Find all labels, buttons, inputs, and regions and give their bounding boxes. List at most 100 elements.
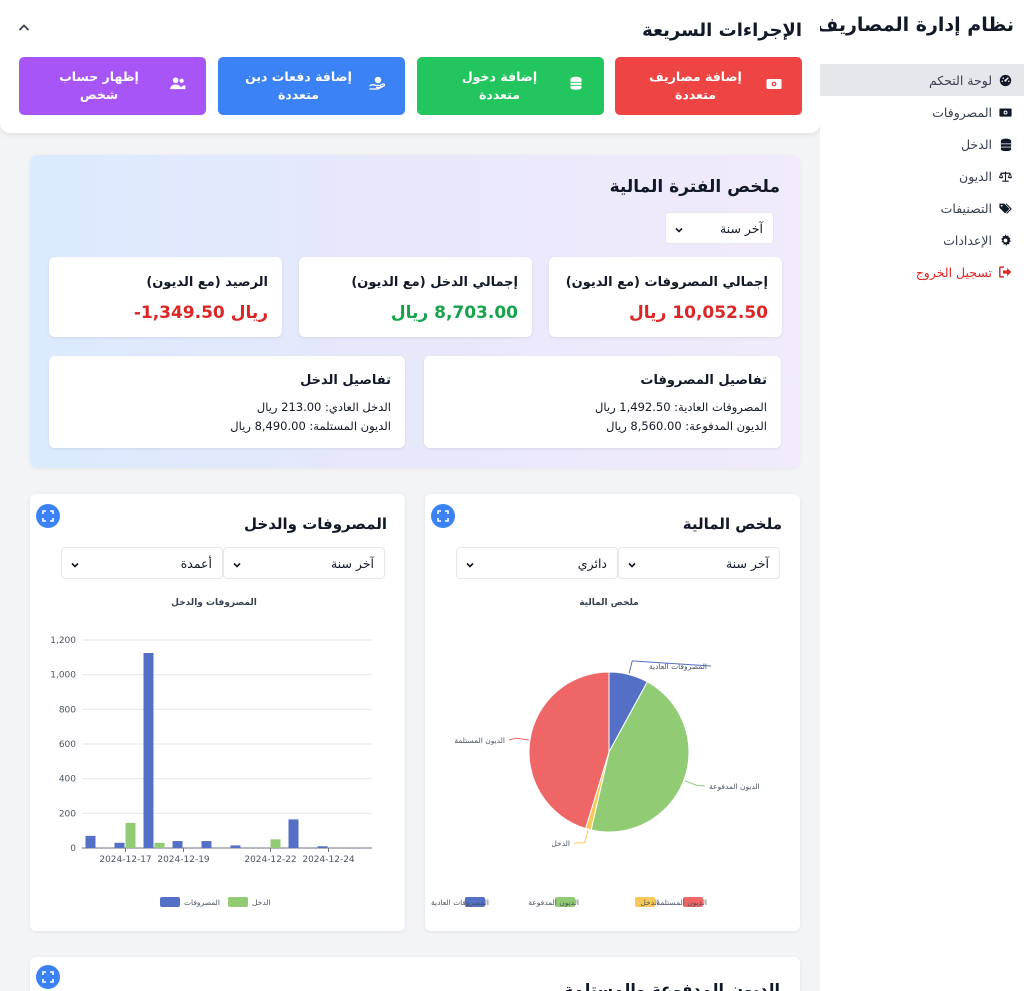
y-tick-label: 600 bbox=[59, 740, 76, 750]
pie-period-select[interactable]: آخر سنة bbox=[618, 547, 780, 579]
legend-label: الديون المستلمة bbox=[656, 898, 707, 907]
main-content: الإجراءات السريعة إضافة مصاريف متعددة إض… bbox=[0, 0, 820, 991]
balance-scale-icon bbox=[999, 170, 1012, 183]
bar-expense bbox=[114, 842, 125, 848]
legend-label: المصروفات bbox=[184, 898, 220, 907]
add-multiple-expenses-button[interactable]: إضافة مصاريف متعددة bbox=[615, 57, 802, 115]
bar-type-select[interactable]: أعمدة bbox=[61, 547, 223, 579]
pie-type-select[interactable]: دائري bbox=[456, 547, 618, 579]
legend-swatch bbox=[465, 897, 485, 907]
bar-period-select[interactable]: آخر سنة bbox=[223, 547, 385, 579]
select-value: آخر سنة bbox=[330, 555, 374, 571]
legend-label: الديون المدفوعة bbox=[528, 898, 579, 907]
sidebar-item-categories[interactable]: التصنيفات bbox=[820, 192, 1024, 224]
select-value: دائري bbox=[577, 555, 607, 571]
sidebar-item-label: المصروفات bbox=[932, 104, 992, 120]
sidebar-item-settings[interactable]: الإعدادات bbox=[820, 224, 1024, 256]
pie-label-line bbox=[508, 737, 529, 741]
expenses-income-chart-card: المصروفات والدخل آخر سنة أعمدة المصروفات… bbox=[30, 494, 405, 931]
y-tick-label: 400 bbox=[59, 775, 76, 785]
stat-value: 8,703.00 ريال bbox=[390, 303, 518, 323]
detail-line: الدخل العادي: 213.00 ريال bbox=[256, 400, 391, 414]
legend-swatch bbox=[555, 897, 575, 907]
expand-chart-button[interactable] bbox=[36, 965, 60, 989]
sidebar-item-label: التصنيفات bbox=[940, 200, 992, 216]
detail-line: الديون المستلمة: 8,490.00 ريال bbox=[230, 419, 391, 433]
y-tick-label: 0 bbox=[70, 844, 76, 854]
button-label: إضافة دفعات دين متعددة bbox=[245, 68, 352, 102]
expand-chart-button[interactable] bbox=[431, 504, 455, 528]
chevron-up-icon[interactable] bbox=[17, 20, 33, 36]
stat-value: 10,052.50 ريال bbox=[629, 303, 768, 323]
pie-slice-label: الديون المدفوعة bbox=[709, 782, 760, 791]
legend-label: الدخل bbox=[640, 898, 659, 907]
x-tick-label: 2024-12-22 bbox=[244, 855, 296, 865]
y-tick-label: 1,000 bbox=[50, 671, 76, 681]
income-details-title: تفاصيل الدخل bbox=[300, 373, 391, 388]
total-income-stat: إجمالي الدخل (مع الديون) 8,703.00 ريال bbox=[299, 257, 532, 337]
dashboard-gauge-icon bbox=[999, 74, 1012, 87]
pie-slice-label: الديون المستلمة bbox=[454, 736, 505, 745]
sidebar-item-expenses[interactable]: المصروفات bbox=[820, 96, 1024, 128]
stat-value: -1,349.50 ريال bbox=[133, 303, 268, 323]
sidebar-item-logout[interactable]: تسجيل الخروج bbox=[820, 256, 1024, 288]
show-person-account-button[interactable]: إظهار حساب شخص bbox=[19, 57, 206, 115]
app-title: نظام إدارة المصاريف bbox=[816, 14, 1014, 36]
income-details-box: تفاصيل الدخل الدخل العادي: 213.00 ريال ا… bbox=[49, 356, 405, 448]
pie-slice-label: المصروفات العادية bbox=[649, 662, 707, 671]
add-multiple-income-button[interactable]: إضافة دخول متعددة bbox=[417, 57, 604, 115]
x-tick-label: 2024-12-19 bbox=[157, 855, 210, 865]
sidebar-item-dashboard[interactable]: لوحة التحكم bbox=[820, 64, 1024, 96]
pie-slice bbox=[528, 671, 610, 830]
bar-expense bbox=[288, 819, 299, 848]
x-tick-label: 2024-12-24 bbox=[302, 855, 355, 865]
quick-actions-title: الإجراءات السريعة bbox=[642, 20, 802, 41]
debts-chart-card: الديون المدفوعة والمستلمة bbox=[30, 957, 800, 991]
chevron-down-icon bbox=[465, 558, 475, 568]
x-tick-label: 2024-12-17 bbox=[99, 855, 151, 865]
pie-slice-label: الدخل bbox=[551, 839, 570, 848]
pie-label-line bbox=[684, 780, 706, 787]
bar-income bbox=[125, 822, 136, 848]
gear-icon bbox=[999, 233, 1012, 247]
expand-icon bbox=[437, 507, 449, 526]
pie-chart-title: ملخص المالية bbox=[579, 598, 639, 608]
sidebar-item-income[interactable]: الدخل bbox=[820, 128, 1024, 160]
tags-icon bbox=[999, 202, 1012, 215]
chart-card-title: المصروفات والدخل bbox=[244, 515, 387, 533]
sidebar-item-label: تسجيل الخروج bbox=[915, 264, 992, 280]
summary-period-select[interactable]: آخر سنة bbox=[665, 212, 774, 244]
add-multiple-debt-payments-button[interactable]: إضافة دفعات دين متعددة bbox=[218, 57, 405, 115]
detail-line: المصروفات العادية: 1,492.50 ريال bbox=[595, 400, 767, 414]
pie-label-line bbox=[573, 830, 589, 844]
expand-icon bbox=[42, 507, 54, 526]
detail-line: الديون المدفوعة: 8,560.00 ريال bbox=[606, 419, 767, 433]
bar-chart: المصروفات والدخل 0 200 400 600 800 1,000 1,200 2… bbox=[50, 598, 372, 907]
select-value: أعمدة bbox=[180, 555, 212, 571]
sidebar-item-debts[interactable]: الديون bbox=[820, 160, 1024, 192]
bar-expense bbox=[143, 653, 154, 848]
expand-chart-button[interactable] bbox=[36, 504, 60, 528]
users-icon bbox=[169, 77, 186, 95]
button-label: إضافة مصاريف متعددة bbox=[649, 68, 742, 102]
legend-label: الدخل bbox=[252, 898, 271, 907]
stat-label: إجمالي الدخل (مع الديون) bbox=[351, 275, 518, 290]
legend-swatch bbox=[683, 897, 703, 907]
sidebar-item-label: الديون bbox=[959, 168, 992, 184]
quick-actions-card: الإجراءات السريعة إضافة مصاريف متعددة إض… bbox=[0, 0, 820, 133]
chevron-down-icon bbox=[70, 558, 80, 568]
y-tick-label: 800 bbox=[59, 705, 76, 715]
bar-income bbox=[154, 842, 165, 848]
legend-swatch bbox=[160, 897, 180, 907]
chevron-down-icon bbox=[232, 558, 242, 568]
expense-details-box: تفاصيل المصروفات المصروفات العادية: 1,49… bbox=[424, 356, 781, 448]
total-expenses-stat: إجمالي المصروفات (مع الديون) 10,052.50 ر… bbox=[549, 257, 782, 337]
chevron-down-icon bbox=[627, 558, 637, 568]
bar-expense bbox=[230, 845, 241, 848]
sign-out-icon bbox=[999, 266, 1012, 279]
legend-swatch bbox=[228, 897, 248, 907]
button-label: إظهار حساب شخص bbox=[59, 68, 139, 102]
pie-chart: ملخص المالية المصروفات العادية الديون المد… bbox=[431, 598, 760, 907]
stat-label: الرصيد (مع الديون) bbox=[146, 275, 268, 290]
expense-details-title: تفاصيل المصروفات bbox=[640, 373, 767, 388]
